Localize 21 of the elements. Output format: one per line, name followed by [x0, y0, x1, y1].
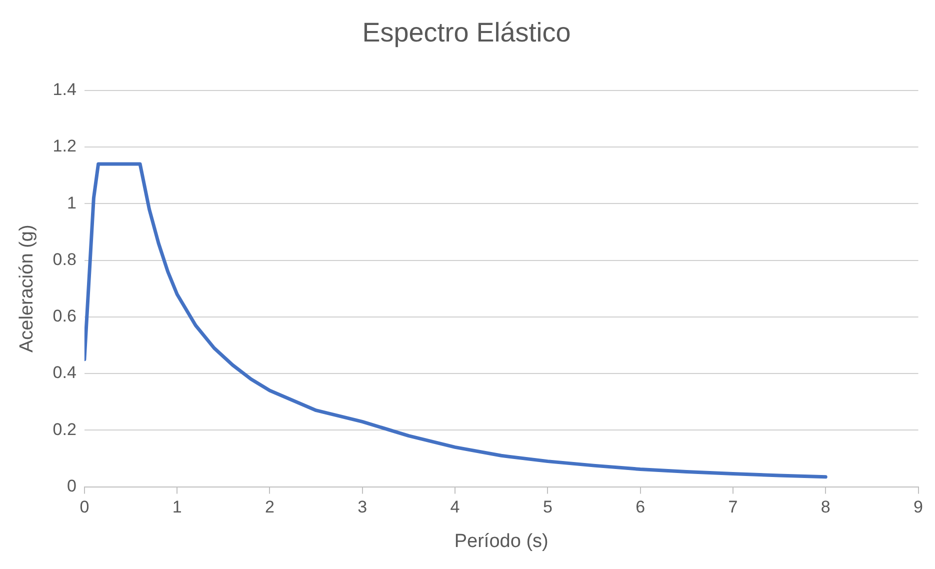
- y-tick-label: 0.4: [52, 363, 76, 382]
- chart-title: Espectro Elástico: [362, 18, 571, 48]
- x-tick-label: 2: [264, 498, 274, 517]
- x-axis-title: Período (s): [454, 530, 548, 552]
- x-tick-label: 5: [542, 498, 552, 517]
- y-tick-label: 0.8: [52, 250, 76, 269]
- x-tick-label: 6: [636, 498, 646, 517]
- x-tick-label: 3: [358, 498, 368, 517]
- x-tick-label: 4: [450, 498, 460, 517]
- y-axis-title: Aceleración (g): [16, 224, 38, 352]
- y-tick-label: 0.2: [52, 420, 76, 439]
- x-tick-label: 9: [914, 498, 924, 517]
- y-tick-label: 1: [66, 193, 76, 212]
- x-tick-label: 8: [820, 498, 830, 517]
- x-tick-label: 1: [172, 498, 182, 517]
- y-tick-label: 0.6: [52, 306, 76, 326]
- y-tick-label: 1.4: [52, 80, 76, 100]
- y-tick-label: 1.2: [52, 136, 76, 156]
- x-tick-label: 0: [80, 498, 90, 517]
- x-tick-label: 7: [728, 498, 738, 517]
- y-tick-label: 0: [66, 476, 76, 496]
